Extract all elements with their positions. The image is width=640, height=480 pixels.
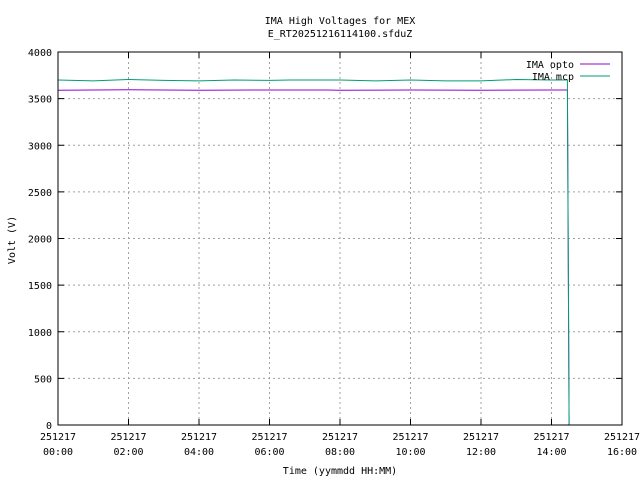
chart-title: IMA High Voltages for MEX (265, 16, 416, 27)
plot-border (57, 51, 623, 426)
y-tick-label: 1000 (28, 328, 52, 339)
x-tick-label-time: 16:00 (607, 447, 637, 458)
x-tick-label-date: 251217 (251, 432, 287, 443)
x-tick-label-time: 02:00 (113, 447, 143, 458)
y-tick-label: 1500 (28, 281, 52, 292)
x-tick-label-date: 251217 (181, 432, 217, 443)
x-tick-label-date: 251217 (604, 432, 640, 443)
y-tick-label: 4000 (28, 48, 52, 59)
chart-subtitle: E_RT20251216114100.sfduZ (268, 29, 413, 40)
series-line-0 (57, 89, 570, 426)
y-tick-label: 3000 (28, 141, 52, 152)
x-tick-label-time: 04:00 (184, 447, 214, 458)
x-axis-label: Time (yymmdd HH:MM) (283, 466, 397, 477)
x-tick-label-time: 12:00 (466, 447, 496, 458)
x-tick-label-time: 00:00 (43, 447, 73, 458)
x-tick-label-time: 10:00 (395, 447, 425, 458)
x-tick-label-date: 251217 (322, 432, 358, 443)
x-tick-label-time: 14:00 (536, 447, 566, 458)
x-tick-label-time: 06:00 (254, 447, 284, 458)
x-tick-label-date: 251217 (392, 432, 428, 443)
x-tick-label-time: 08:00 (325, 447, 355, 458)
series-line-1 (57, 78, 570, 426)
y-tick-label: 0 (46, 421, 52, 432)
y-axis-label: Volt (V) (7, 216, 18, 264)
y-tick-label: 3500 (28, 95, 52, 106)
x-tick-label-date: 251217 (533, 432, 569, 443)
axis-ticks: 0 500 1000 1500 2000 2500 3000 3500 4000 251217 00… (28, 48, 640, 458)
x-tick-label-date: 251217 (110, 432, 146, 443)
series-lines (57, 78, 570, 426)
grid (58, 52, 622, 425)
x-tick-label-date: 251217 (40, 432, 76, 443)
legend-label: IMA mcp (532, 72, 574, 83)
y-tick-label: 500 (34, 374, 52, 385)
y-tick-label: 2500 (28, 188, 52, 199)
x-tick-label-date: 251217 (463, 432, 499, 443)
legend-label: IMA opto (526, 60, 574, 71)
y-tick-label: 2000 (28, 235, 52, 246)
